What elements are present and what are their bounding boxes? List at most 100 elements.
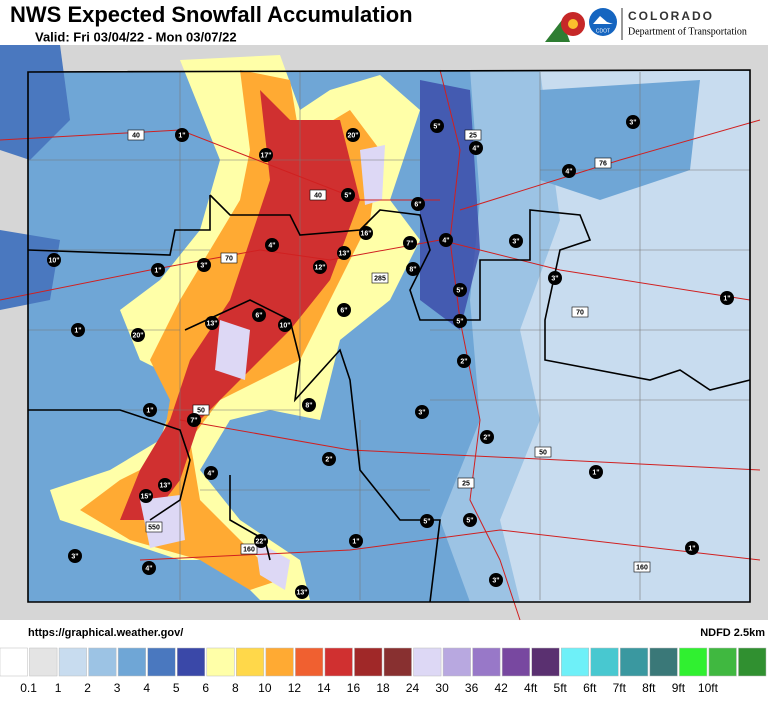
legend-swatch — [620, 647, 649, 677]
legend-label: 3 — [114, 681, 121, 695]
snow-amount: 13" — [338, 250, 349, 257]
snow-amount: 4" — [268, 242, 275, 249]
snow-point — [341, 188, 355, 202]
snow-point — [453, 314, 467, 328]
legend-label: 4ft — [524, 681, 538, 695]
legend-swatch — [413, 647, 442, 677]
snow-amount: 1" — [688, 545, 695, 552]
snow-amount: 12" — [314, 264, 325, 271]
legend-label: 0.1 — [20, 681, 37, 695]
legend-swatch — [88, 647, 117, 677]
snow-amount: 1" — [154, 267, 161, 274]
legend-swatch — [0, 647, 28, 677]
snow-point — [254, 534, 268, 548]
legend-label: 8 — [232, 681, 239, 695]
legend-label: 6 — [202, 681, 209, 695]
snow-point — [313, 260, 327, 274]
legend-swatch — [265, 647, 294, 677]
snow-amount: 15" — [140, 493, 151, 500]
snow-point — [469, 141, 483, 155]
legend-swatch — [58, 647, 87, 677]
legend-swatch — [560, 647, 590, 677]
model-source: NDFD 2.5km — [700, 627, 765, 639]
snow-amount: 20" — [347, 132, 358, 139]
snow-amount: 1" — [74, 327, 81, 334]
snow-amount: 4" — [145, 565, 152, 572]
snow-point — [359, 226, 373, 240]
legend-label: 16 — [347, 681, 361, 695]
legend-label: 5ft — [554, 681, 568, 695]
snow-point — [509, 234, 523, 248]
highway-shield — [127, 129, 145, 141]
highway-shield — [571, 306, 589, 318]
snow-amount: 4" — [472, 145, 479, 152]
snow-point — [406, 262, 420, 276]
snow-point — [71, 323, 85, 337]
snow-point — [175, 128, 189, 142]
highway-shield — [192, 404, 210, 416]
snow-point — [68, 549, 82, 563]
highway-shield — [633, 561, 651, 573]
legend-label: 7ft — [613, 681, 627, 695]
legend-swatch — [206, 647, 235, 677]
snow-amount: 3" — [71, 553, 78, 560]
legend-label: 24 — [406, 681, 420, 695]
snow-point — [158, 478, 172, 492]
logo-name: COLORADO — [628, 9, 714, 23]
snow-point — [463, 513, 477, 527]
snow-amount: 3" — [512, 238, 519, 245]
legend-label: 14 — [317, 681, 331, 695]
logo-badge: CDOT — [596, 28, 610, 34]
map: 40 40 70 25 76 285 70 50 50 25 160 160 550 1" 17" 20" 5"… — [0, 45, 768, 621]
snow-amount: 17" — [260, 152, 271, 159]
snow-amount: 22" — [255, 538, 266, 545]
snow-amount: 3" — [200, 262, 207, 269]
legend-swatch — [472, 647, 501, 677]
snow-amount: 1" — [723, 295, 730, 302]
highway-label: 160 — [636, 564, 648, 571]
snow-amount: 8" — [305, 402, 312, 409]
snow-amount: 1" — [352, 538, 359, 545]
snow-point — [420, 514, 434, 528]
snow-point — [337, 303, 351, 317]
legend-swatch — [531, 647, 560, 677]
snow-point — [720, 291, 734, 305]
snow-amount: 2" — [325, 456, 332, 463]
snow-amount: 13" — [159, 482, 170, 489]
snow-amount: 5" — [456, 318, 463, 325]
snow-point — [403, 236, 417, 250]
snow-point — [265, 238, 279, 252]
logo: CDOT COLORADO Department of Transportati… — [545, 8, 747, 42]
snow-point — [415, 405, 429, 419]
snow-point — [143, 403, 157, 417]
highway-label: 25 — [469, 132, 477, 139]
legend-swatch — [295, 647, 324, 677]
snow-amount: 7" — [190, 417, 197, 424]
snow-point — [151, 263, 165, 277]
snow-amount: 5" — [456, 287, 463, 294]
legend-swatch — [679, 647, 708, 677]
legend-label: 18 — [376, 681, 390, 695]
legend-label: 2 — [84, 681, 91, 695]
legend-swatch — [501, 647, 530, 677]
snow-point — [430, 119, 444, 133]
highway-shield — [457, 477, 475, 489]
legend-label: 30 — [435, 681, 449, 695]
snow-amount: 1" — [146, 407, 153, 414]
snow-point — [322, 452, 336, 466]
snow-point — [626, 115, 640, 129]
highway-shield — [145, 521, 163, 533]
snow-point — [131, 328, 145, 342]
snow-point — [439, 233, 453, 247]
highway-label: 70 — [225, 255, 233, 262]
legend-swatch — [29, 647, 58, 677]
legend-swatch — [147, 647, 176, 677]
snow-point — [480, 430, 494, 444]
legend-swatch — [176, 647, 206, 677]
legend-label: 4 — [143, 681, 150, 695]
source-url: https://graphical.weather.gov/ — [28, 627, 183, 639]
legend-label: 8ft — [642, 681, 656, 695]
legend-label: 10 — [258, 681, 272, 695]
snow-amount: 3" — [629, 119, 636, 126]
